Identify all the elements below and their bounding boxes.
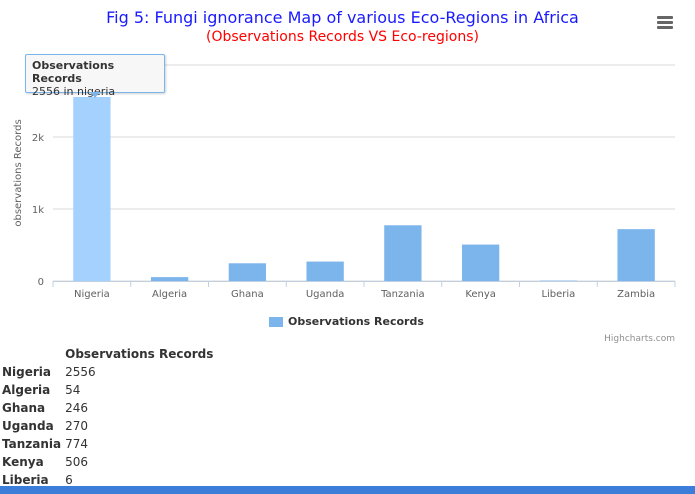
table-row: Uganda 270 bbox=[0, 417, 215, 435]
table-row: Nigeria 2556 bbox=[0, 363, 215, 381]
y-tick-label: 0 bbox=[38, 277, 44, 288]
legend-swatch bbox=[269, 316, 283, 327]
table-column-header: Observations Records bbox=[65, 347, 214, 361]
x-tick-label: Liberia bbox=[541, 289, 575, 300]
table-row-label: Nigeria bbox=[2, 365, 52, 379]
table-row-label: Kenya bbox=[2, 455, 44, 469]
credits-link[interactable]: Highcharts.com bbox=[604, 334, 675, 344]
menu-icon[interactable] bbox=[657, 16, 673, 30]
bottom-bar bbox=[0, 486, 695, 494]
x-tick-label: Uganda bbox=[306, 289, 345, 300]
table-row: Ghana 246 bbox=[0, 399, 215, 417]
bar bbox=[73, 96, 111, 281]
table-cell-value: 6 bbox=[65, 473, 73, 487]
x-tick-label: Kenya bbox=[465, 289, 496, 300]
chart-plot: 0 1k 2k observations Records Nigeria Algeria G… bbox=[13, 64, 676, 300]
bar bbox=[461, 244, 500, 281]
legend-item[interactable]: Observations Records bbox=[269, 315, 424, 328]
table-corner-cell bbox=[0, 345, 63, 363]
bar bbox=[150, 277, 189, 281]
x-tick-label: Ghana bbox=[231, 289, 264, 300]
tooltip-title: Observations Records bbox=[32, 59, 115, 85]
table-row-label: Liberia bbox=[2, 473, 49, 487]
table-header-row: Observations Records bbox=[0, 345, 215, 363]
data-table: Observations Records Nigeria 2556 Algeria… bbox=[0, 345, 215, 489]
table-cell-value: 506 bbox=[65, 455, 89, 469]
x-tick-label: Zambia bbox=[617, 289, 655, 300]
table-cell-value: 774 bbox=[65, 437, 89, 451]
table-row: Kenya 506 bbox=[0, 453, 215, 471]
y-tick-label: 1k bbox=[32, 205, 44, 216]
x-tick-label: Nigeria bbox=[74, 289, 110, 300]
bar bbox=[384, 225, 422, 281]
x-tick-label: Tanzania bbox=[380, 289, 425, 300]
bar bbox=[617, 229, 655, 281]
table-cell-value: 2556 bbox=[65, 365, 96, 379]
bar bbox=[228, 263, 267, 281]
table-row: Liberia 6 bbox=[0, 471, 215, 489]
tooltip-body: 2556 in nigeria bbox=[32, 85, 116, 98]
x-tick-label: Algeria bbox=[152, 289, 187, 300]
table-row: Tanzania 774 bbox=[0, 435, 215, 453]
table-row: Algeria 54 bbox=[0, 381, 215, 399]
tooltip-arrow bbox=[90, 92, 100, 98]
table-cell-value: 270 bbox=[65, 419, 89, 433]
table-row-label: Uganda bbox=[2, 419, 54, 433]
table-row-label: Algeria bbox=[2, 383, 51, 397]
chart-title: Fig 5: Fungi ignorance Map of various Ec… bbox=[106, 8, 579, 27]
table-cell-value: 246 bbox=[65, 401, 89, 415]
y-tick-label: 2k bbox=[32, 133, 44, 144]
y-axis-label: observations Records bbox=[13, 119, 24, 226]
chart-subtitle: (Observations Records VS Eco-regions) bbox=[206, 29, 479, 45]
legend-label: Observations Records bbox=[288, 315, 424, 328]
chart-tooltip: Observations Records 2556 in nigeria bbox=[25, 54, 165, 98]
table-cell-value: 54 bbox=[65, 383, 81, 397]
table-row-label: Ghana bbox=[2, 401, 46, 415]
table-row-label: Tanzania bbox=[2, 437, 62, 451]
bar bbox=[306, 261, 344, 281]
